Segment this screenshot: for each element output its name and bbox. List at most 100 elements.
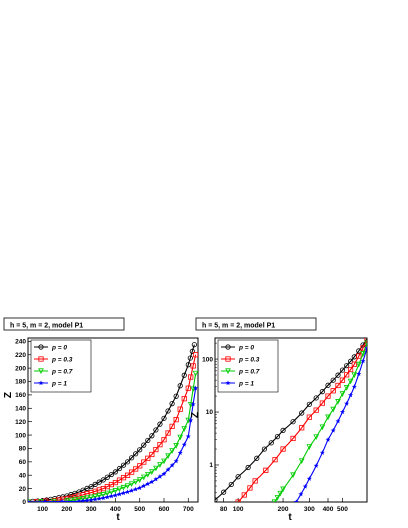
left-data-point [125, 489, 131, 495]
right-data-point [330, 388, 336, 394]
left-data-point [190, 401, 196, 407]
right-data-point [364, 340, 367, 347]
left-data-point [173, 393, 179, 399]
right-data-point [364, 345, 367, 351]
right-data-point [335, 372, 341, 378]
left-data-point [108, 493, 114, 499]
right-data-point [348, 392, 354, 398]
left-data-point [59, 498, 65, 502]
left-plot-frame [27, 337, 199, 503]
right-axis-ticks: 80 100 200 300 400 500 1 10 100 [202, 342, 348, 513]
left-data-point [192, 370, 198, 377]
left-data-point [165, 467, 171, 472]
right-data-point [313, 395, 319, 401]
left-data-point [192, 352, 198, 358]
left-data-point [120, 484, 127, 491]
left-data-point [169, 448, 175, 454]
right-data-point [319, 400, 325, 406]
left-data-point [173, 458, 179, 464]
right-data-point [339, 409, 345, 415]
left-data-point [108, 489, 115, 496]
right-series-line [273, 342, 367, 502]
right-x-tick-label: 200 [278, 506, 289, 513]
right-data-point [330, 406, 337, 413]
right-data-point [319, 389, 325, 395]
left-data-point [157, 442, 163, 448]
right-data-point [298, 491, 304, 497]
right-data-point [339, 377, 346, 383]
left-data-point [129, 487, 135, 493]
left-y-tick-label: 240 [15, 339, 26, 346]
right-legend-marker [225, 344, 231, 350]
right-data-point [347, 358, 354, 364]
right-data-point [351, 384, 357, 389]
left-data-point [169, 462, 175, 468]
right-x-tick-label: 400 [323, 506, 334, 513]
right-data-point [339, 367, 346, 373]
left-data-point [129, 455, 135, 461]
left-data-point [165, 430, 171, 436]
left-data-point [161, 415, 167, 421]
right-data-point [343, 385, 350, 391]
left-data-point [80, 498, 86, 502]
left-data-point [100, 495, 106, 501]
left-data-point [149, 451, 155, 458]
left-data-point [149, 469, 155, 475]
right-data-point [347, 366, 354, 373]
left-legend-marker [38, 356, 44, 362]
right-legend-label: p = 1 [238, 381, 254, 388]
left-data-point [145, 455, 151, 461]
right-data-point [245, 464, 251, 471]
left-data-point [185, 362, 191, 368]
right-data-point [215, 497, 218, 502]
left-series-3 [28, 385, 198, 502]
left-data-point [104, 490, 111, 497]
left-data-point [189, 348, 195, 354]
right-data-point [313, 434, 320, 441]
left-data-point [88, 484, 94, 490]
left-data-point [187, 402, 194, 408]
right-data-point [306, 401, 312, 407]
right-data-point [290, 435, 296, 442]
left-data-point [92, 496, 98, 502]
right-legend-marker [225, 356, 231, 362]
left-x-tick-label: 600 [159, 506, 170, 513]
left-legend-label: p = 1 [51, 381, 67, 388]
left-data-point [153, 476, 159, 482]
right-data-point [325, 437, 331, 442]
left-data-point [137, 447, 143, 453]
left-data-point [157, 473, 163, 479]
left-data-point [116, 491, 122, 497]
right-series-line [215, 338, 367, 501]
left-data-point [181, 372, 187, 378]
right-data-point [344, 400, 350, 406]
left-data-point [88, 497, 94, 502]
left-data-point [157, 421, 163, 427]
left-data-point [157, 462, 163, 468]
left-axis-ticks: 100 200 300 400 500 600 700 0 20 40 60 80 100 120 140 1… [15, 339, 194, 513]
left-y-tick-label: 120 [15, 419, 26, 426]
left-x-axis-label: t [116, 512, 120, 523]
left-data-point [161, 437, 167, 443]
right-legend-label: p = 0.7 [238, 369, 260, 376]
right-data-point [263, 467, 269, 473]
left-legend-marker [38, 368, 44, 375]
right-data-point [298, 458, 305, 465]
left-data-point [181, 442, 187, 447]
left-data-point [96, 492, 103, 499]
right-series-3 [293, 345, 367, 502]
left-legend-label: p = 0.3 [51, 357, 73, 364]
left-data-point [76, 496, 82, 502]
right-legend-marker [225, 380, 231, 386]
right-data-point [268, 440, 274, 446]
left-data-point [177, 434, 184, 441]
left-data-point [112, 488, 119, 494]
left-data-point [145, 481, 151, 487]
left-data-point [177, 383, 183, 389]
left-legend-marker [38, 380, 44, 386]
right-title-box [195, 317, 317, 331]
left-x-tick-label: 400 [110, 506, 121, 513]
left-panel: h = 5, m = 2, model P1 100 200 300 400 500 60… [3, 317, 199, 523]
right-data-point [280, 446, 286, 452]
